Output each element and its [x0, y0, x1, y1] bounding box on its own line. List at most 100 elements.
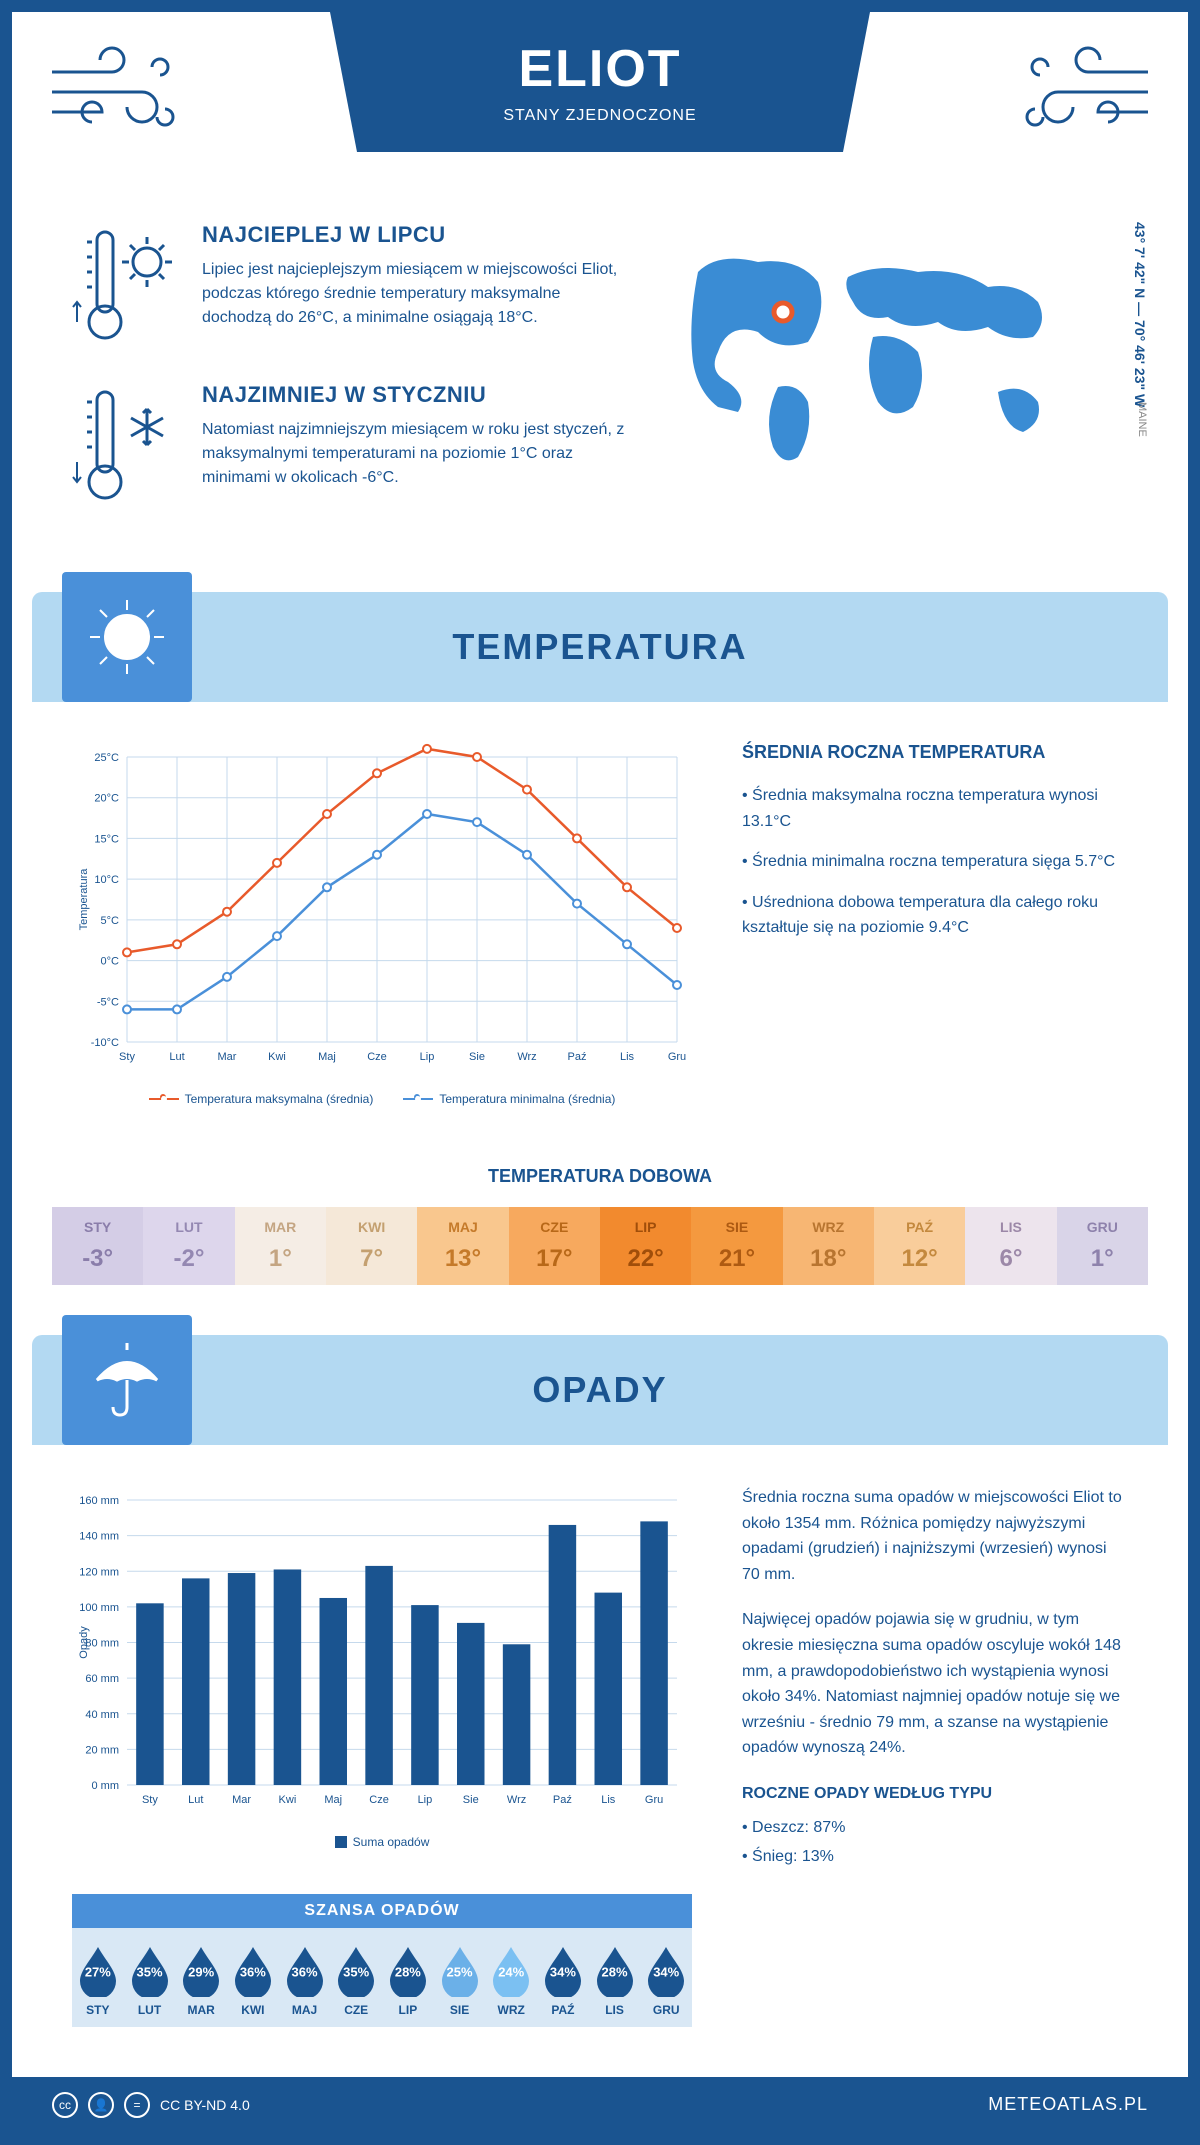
- svg-text:Lis: Lis: [601, 1794, 616, 1806]
- warmest-text: Lipiec jest najcieplejszym miesiącem w m…: [202, 258, 628, 330]
- chance-value: 34%: [653, 1965, 679, 1980]
- daily-temp-cell: PAŹ12°: [874, 1207, 965, 1285]
- svg-text:Sty: Sty: [119, 1051, 135, 1063]
- svg-text:Lut: Lut: [188, 1794, 203, 1806]
- svg-text:Paź: Paź: [568, 1051, 587, 1063]
- temperature-chart: -10°C-5°C0°C5°C10°C15°C20°C25°CStyLutMar…: [72, 742, 692, 1106]
- raindrop-icon: 28%: [593, 1943, 637, 1997]
- temperature-content: -10°C-5°C0°C5°C10°C15°C20°C25°CStyLutMar…: [12, 702, 1188, 1146]
- daily-temp-month: MAJ: [417, 1219, 508, 1235]
- temp-info-bullet: • Średnia minimalna roczna temperatura s…: [742, 849, 1128, 875]
- svg-text:5°C: 5°C: [101, 915, 120, 927]
- svg-text:Kwi: Kwi: [279, 1794, 297, 1806]
- coldest-title: NAJZIMNIEJ W STYCZNIU: [202, 382, 628, 408]
- legend-precip: Suma opadów: [335, 1835, 430, 1849]
- chance-title: SZANSA OPADÓW: [72, 1894, 692, 1928]
- chance-cell: 36% MAJ: [279, 1943, 331, 2017]
- chance-value: 36%: [240, 1965, 266, 1980]
- chance-cell: 36% KWI: [227, 1943, 279, 2017]
- svg-text:Paź: Paź: [553, 1794, 572, 1806]
- raindrop-icon: 34%: [644, 1943, 688, 1997]
- chance-cell: 27% STY: [72, 1943, 124, 2017]
- nd-icon: =: [124, 2092, 150, 2118]
- chance-cell: 25% SIE: [434, 1943, 486, 2017]
- svg-text:10°C: 10°C: [94, 874, 119, 886]
- svg-text:100 mm: 100 mm: [79, 1602, 119, 1614]
- svg-text:Maj: Maj: [324, 1794, 342, 1806]
- precip-type-bullet: • Deszcz: 87%: [742, 1815, 1128, 1841]
- wind-icon-left: [42, 42, 182, 142]
- svg-text:Cze: Cze: [369, 1794, 389, 1806]
- daily-temp-table: STY-3°LUT-2°MAR1°KWI7°MAJ13°CZE17°LIP22°…: [52, 1207, 1148, 1285]
- svg-text:20°C: 20°C: [94, 793, 119, 805]
- svg-text:0 mm: 0 mm: [92, 1780, 120, 1792]
- chance-month: LIS: [589, 2003, 641, 2017]
- city-title: ELIOT: [518, 39, 681, 99]
- daily-temp-value: 1°: [1057, 1245, 1148, 1273]
- svg-text:-5°C: -5°C: [97, 996, 119, 1008]
- daily-temp-cell: LIP 22°: [600, 1207, 691, 1285]
- chance-cell: 28% LIP: [382, 1943, 434, 2017]
- chance-month: MAR: [175, 2003, 227, 2017]
- daily-temp-cell: GRU 1°: [1057, 1207, 1148, 1285]
- coldest-block: NAJZIMNIEJ W STYCZNIU Natomiast najzimni…: [72, 382, 628, 512]
- daily-temp-month: LUT: [143, 1219, 234, 1235]
- daily-temp-value: -3°: [52, 1245, 143, 1273]
- svg-text:Gru: Gru: [645, 1794, 663, 1806]
- daily-temp-month: MAR: [235, 1219, 326, 1235]
- chance-month: KWI: [227, 2003, 279, 2017]
- coordinates-label: 43° 7' 42" N — 70° 46' 23" W: [1132, 222, 1148, 407]
- precipitation-section-title: OPADY: [532, 1369, 667, 1411]
- precip-info-p1: Średnia roczna suma opadów w miejscowośc…: [742, 1485, 1128, 1587]
- chance-value: 34%: [550, 1965, 576, 1980]
- wind-icon-right: [1018, 42, 1158, 142]
- chance-month: LUT: [124, 2003, 176, 2017]
- chance-cell: 35% CZE: [330, 1943, 382, 2017]
- header: ELIOT STANY ZJEDNOCZONE: [12, 12, 1188, 192]
- legend-max: Temperatura maksymalna (średnia): [149, 1092, 374, 1106]
- chance-month: PAŹ: [537, 2003, 589, 2017]
- chance-value: 29%: [188, 1965, 214, 1980]
- daily-temp-value: 18°: [783, 1245, 874, 1273]
- svg-text:120 mm: 120 mm: [79, 1566, 119, 1578]
- intro-section: NAJCIEPLEJ W LIPCU Lipiec jest najcieple…: [12, 192, 1188, 592]
- svg-text:140 mm: 140 mm: [79, 1531, 119, 1543]
- precipitation-banner: OPADY: [32, 1335, 1168, 1445]
- svg-text:Cze: Cze: [367, 1051, 387, 1063]
- daily-temp-month: LIP: [600, 1219, 691, 1235]
- chance-cell: 29% MAR: [175, 1943, 227, 2017]
- raindrop-icon: 34%: [541, 1943, 585, 1997]
- daily-temp-month: LIS: [965, 1219, 1056, 1235]
- svg-text:160 mm: 160 mm: [79, 1495, 119, 1507]
- precipitation-info: Średnia roczna suma opadów w miejscowośc…: [742, 1485, 1128, 1874]
- raindrop-icon: 25%: [438, 1943, 482, 1997]
- daily-temp-month: STY: [52, 1219, 143, 1235]
- raindrop-icon: 35%: [334, 1943, 378, 1997]
- chance-value: 28%: [395, 1965, 421, 1980]
- thermometer-hot-icon: [72, 222, 182, 352]
- by-icon: 👤: [88, 2092, 114, 2118]
- svg-text:Mar: Mar: [232, 1794, 251, 1806]
- raindrop-icon: 24%: [489, 1943, 533, 1997]
- region-label: MAINE: [1136, 402, 1148, 437]
- svg-text:40 mm: 40 mm: [85, 1709, 119, 1721]
- chance-cell: 34% PAŹ: [537, 1943, 589, 2017]
- daily-temp-month: KWI: [326, 1219, 417, 1235]
- daily-temp-value: 21°: [691, 1245, 782, 1273]
- svg-text:25°C: 25°C: [94, 752, 119, 764]
- raindrop-icon: 29%: [179, 1943, 223, 1997]
- chance-cell: 34% GRU: [640, 1943, 692, 2017]
- map-panel: 43° 7' 42" N — 70° 46' 23" W MAINE: [668, 222, 1128, 542]
- svg-text:Lut: Lut: [169, 1051, 184, 1063]
- svg-text:Lip: Lip: [420, 1051, 435, 1063]
- daily-temp-cell: LIS6°: [965, 1207, 1056, 1285]
- svg-text:Lip: Lip: [418, 1794, 433, 1806]
- daily-temp-month: GRU: [1057, 1219, 1148, 1235]
- daily-temp-value: 22°: [600, 1245, 691, 1273]
- license-text: CC BY-ND 4.0: [160, 2097, 250, 2113]
- chance-cell: 28% LIS: [589, 1943, 641, 2017]
- svg-text:0°C: 0°C: [101, 956, 120, 968]
- daily-temp-value: 1°: [235, 1245, 326, 1273]
- svg-text:-10°C: -10°C: [91, 1037, 119, 1049]
- chance-value: 25%: [447, 1965, 473, 1980]
